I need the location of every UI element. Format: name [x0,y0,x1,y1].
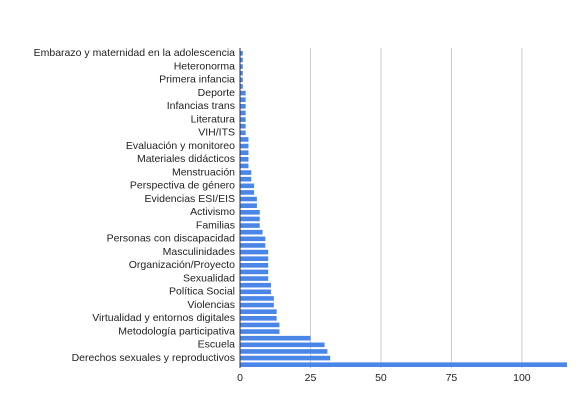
bar [240,355,331,361]
x-tick-label: 0 [237,372,243,384]
bar [240,316,277,321]
bar [240,335,311,341]
y-tick-label: Primera infancia [159,74,235,86]
bar [240,117,246,122]
bar [240,296,274,301]
bar [240,362,567,367]
y-tick-label: Materiales didácticos [137,153,235,165]
y-tick-label: Metodología participativa [118,325,235,337]
bar [240,176,252,182]
bar [240,309,277,314]
bar [240,130,246,136]
bar [240,157,249,162]
y-tick-label: Familias [196,219,235,231]
y-tick-label: Personas con discapacidad [107,233,236,245]
bar [240,163,249,169]
bar [240,210,260,215]
bar [240,150,249,155]
bar [240,342,325,348]
bar [240,282,272,288]
x-tick-label: 50 [375,372,387,384]
bar [240,302,274,308]
bar [240,57,243,63]
bar [240,170,252,175]
bar [240,137,249,142]
x-tick-label: 25 [305,372,317,384]
bar [240,249,269,255]
y-tick-label: Deporte [198,87,236,99]
bar [240,183,255,189]
bar [240,143,249,149]
y-tick-label: Perspectiva de género [130,180,235,192]
bar [240,256,269,261]
bar [240,276,269,281]
bar [240,123,246,129]
y-tick-label: Evaluación y monitoreo [126,140,235,152]
bar [240,236,266,242]
y-tick-label: Infancias trans [167,100,235,112]
bar [240,77,243,83]
x-tick-label: 100 [513,372,531,384]
y-tick-label: Violencias [187,299,235,311]
y-tick-label: Escuela [198,339,236,351]
y-tick-label: Heteronorma [174,60,235,72]
y-tick-label: Literatura [191,113,236,125]
bar [240,64,243,69]
bar [240,203,257,208]
bar [240,289,272,295]
y-tick-label: Organización/Proyecto [129,259,235,271]
y-tick-label: Política Social [169,286,235,298]
bar [240,223,260,228]
y-tick-label: Activismo [190,206,235,218]
y-tick-label: Virtualidad y entornos digitales [92,312,235,324]
bar [240,243,266,248]
y-tick-label: Menstruación [172,166,235,178]
bar [240,51,243,56]
bar [240,110,246,116]
bar [240,90,246,96]
y-tick-label: Sexualidad [183,272,235,284]
bar [240,196,257,202]
x-tick-label: 75 [446,372,458,384]
bar [240,349,328,354]
y-tick-label: Masculinidades [163,246,235,258]
y-tick-label: Embarazo y maternidad en la adolescencia [34,47,236,59]
y-tick-label: Derechos sexuales y reproductivos [72,352,235,364]
bar [240,329,280,334]
bar [240,322,280,328]
bar [240,70,243,76]
y-tick-label: VIH/ITS [198,127,235,139]
bar [240,269,269,275]
bar [240,104,246,109]
bar [240,216,260,222]
y-tick-label: Evidencias ESI/EIS [145,193,235,205]
bar [240,97,246,102]
bar [240,84,243,89]
bar [240,229,263,235]
bar [240,263,269,268]
bar [240,190,255,195]
